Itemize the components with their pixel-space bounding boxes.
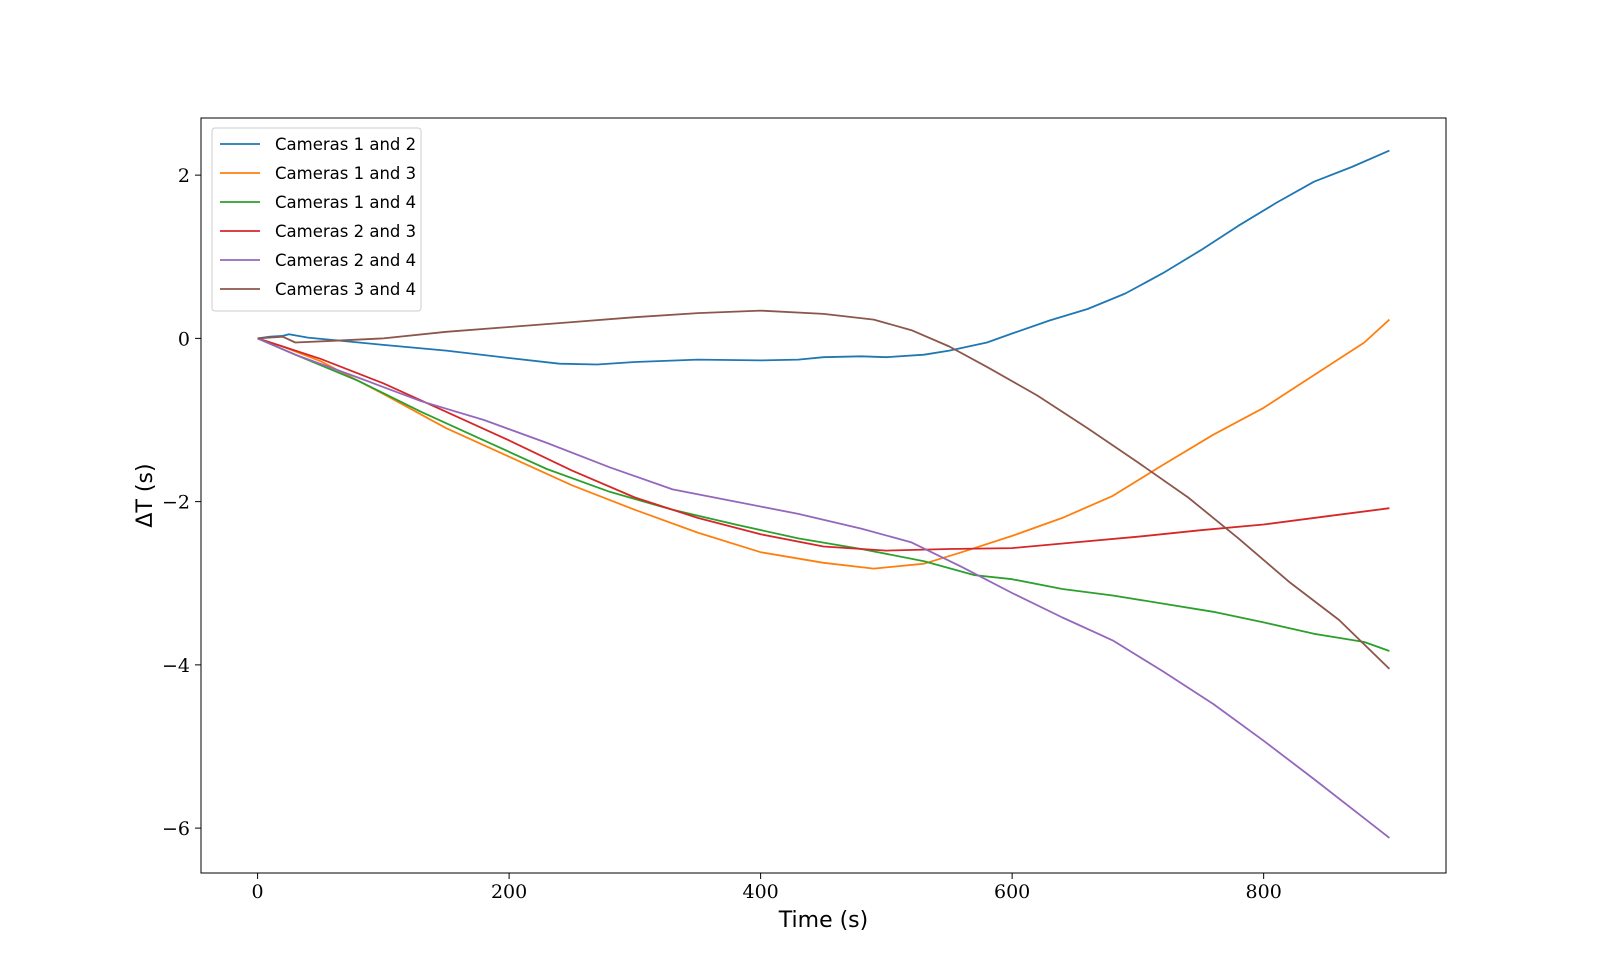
- y-tick-label: −2: [162, 492, 190, 514]
- x-tick-label: 600: [994, 881, 1030, 903]
- plot-frame: [200, 117, 1447, 874]
- y-axis-ticks: 2 0 −2 −4 −6: [162, 165, 201, 840]
- legend-label: Cameras 1 and 2: [275, 135, 416, 154]
- x-tick-label: 200: [491, 881, 527, 903]
- series-line-4: [257, 337, 1390, 552]
- x-tick-label: 800: [1246, 881, 1282, 903]
- y-tick-label: 0: [178, 328, 190, 350]
- x-tick-label: 0: [252, 881, 264, 903]
- legend-label: Cameras 2 and 4: [275, 251, 416, 270]
- legend-label: Cameras 1 and 3: [275, 164, 416, 183]
- plot-lines: [257, 149, 1391, 839]
- y-axis-label: ΔT (s): [133, 463, 158, 527]
- legend: Cameras 1 and 2 Cameras 1 and 3 Cameras 1 …: [211, 127, 422, 312]
- y-tick-label: −4: [162, 655, 190, 677]
- x-axis-label: Time (s): [778, 908, 868, 933]
- y-tick-label: −6: [162, 818, 190, 840]
- series-line-2: [257, 318, 1391, 570]
- legend-label: Cameras 1 and 4: [275, 193, 416, 212]
- x-axis-ticks: 0 200 400 600 800: [252, 873, 1282, 903]
- series-line-1: [257, 149, 1390, 366]
- series-line-5: [257, 337, 1390, 839]
- x-tick-label: 400: [742, 881, 778, 903]
- series-line-3: [257, 337, 1390, 652]
- legend-box: [211, 127, 422, 312]
- series-line-6: [257, 309, 1391, 670]
- y-tick-label: 2: [178, 165, 190, 187]
- legend-label: Cameras 2 and 3: [275, 222, 416, 241]
- legend-label: Cameras 3 and 4: [275, 280, 416, 299]
